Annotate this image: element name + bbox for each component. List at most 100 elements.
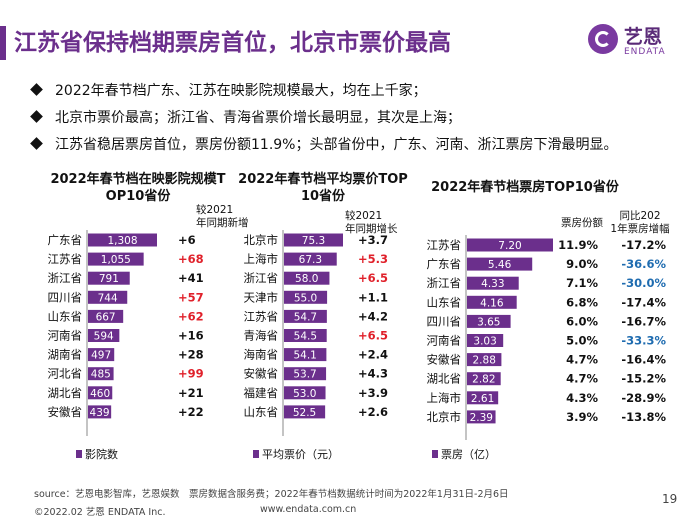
change-value: +41 <box>178 271 204 285</box>
category-label: 上海市 <box>427 391 462 405</box>
legend-swatch <box>432 450 438 458</box>
category-label: 广东省 <box>427 257 462 271</box>
category-label: 河南省 <box>427 334 462 348</box>
category-label: 河北省 <box>48 367 83 381</box>
change-value: +1.1 <box>358 290 388 304</box>
yoy-change-value: -16.4% <box>621 353 666 367</box>
change-value: +4.3 <box>358 367 388 381</box>
bar-value-label: 3.65 <box>477 316 500 328</box>
change-value: +2.6 <box>358 405 388 419</box>
bar-value-label: 7.20 <box>498 240 521 252</box>
yoy-change-value: -30.0% <box>621 276 666 290</box>
bar <box>284 290 328 304</box>
bar <box>467 257 533 271</box>
bar-value-label: 1,308 <box>107 235 137 247</box>
bar-value-label: 54.5 <box>294 331 317 343</box>
bar <box>467 353 502 367</box>
bar <box>284 386 326 400</box>
bar <box>467 372 501 386</box>
finding-item: 江苏省稳居票房首位，票房份额11.9%；头部省份中，广东、河南、浙江票房下滑最明… <box>28 130 688 157</box>
category-label: 江苏省 <box>244 309 279 323</box>
category-label: 山东省 <box>244 405 279 419</box>
share-value: 4.3% <box>566 391 598 405</box>
category-label: 广东省 <box>48 233 83 247</box>
category-label: 福建省 <box>244 386 279 400</box>
bar-value-label: 460 <box>90 388 110 400</box>
bar <box>284 271 330 285</box>
chart-title: 2022年春节档票房TOP10省份 <box>431 179 620 195</box>
bar-value-label: 53.7 <box>293 369 316 381</box>
bar-value-label: 75.3 <box>302 235 325 247</box>
category-label: 湖北省 <box>48 386 83 400</box>
change-value: +99 <box>178 367 204 381</box>
finding-text: 2022年春节档广东、江苏在映影院规模最大，均在上千家； <box>55 82 427 99</box>
bar <box>88 367 114 381</box>
category-label: 北京市 <box>244 233 279 247</box>
bar <box>467 238 553 252</box>
chart-title: 10省份 <box>301 188 346 204</box>
column-header: 年同期增长 <box>345 222 398 235</box>
bar <box>467 314 511 328</box>
legend-label: 平均票价（元） <box>262 448 339 461</box>
page-number: 19 <box>662 492 678 506</box>
bar-value-label: 594 <box>94 331 114 343</box>
endata-logo-icon <box>588 24 618 54</box>
category-label: 北京市 <box>427 410 462 424</box>
yoy-change-value: -28.9% <box>621 391 666 405</box>
bar <box>88 271 130 285</box>
bar-value-label: 497 <box>91 350 111 362</box>
change-value: +4.2 <box>358 309 388 323</box>
yoy-change-value: -13.8% <box>621 410 666 424</box>
bar <box>467 295 517 309</box>
copyright-text: ©2022.02 艺恩 ENDATA Inc. <box>34 507 166 518</box>
bar <box>88 386 113 400</box>
change-value: +16 <box>178 329 204 343</box>
bar-value-label: 2.88 <box>473 355 496 367</box>
source-note: source：艺恩电影智库，艺恩娱数 票房数据含服务费；2022年春节档数据统计… <box>34 489 509 500</box>
bar-value-label: 5.46 <box>488 259 512 271</box>
category-label: 山东省 <box>427 295 462 309</box>
bar <box>284 367 327 381</box>
bar-value-label: 485 <box>91 369 111 381</box>
bar-value-label: 55.0 <box>294 292 317 304</box>
bar-value-label: 4.33 <box>481 278 504 290</box>
category-label: 湖南省 <box>48 348 83 362</box>
category-label: 浙江省 <box>48 271 83 285</box>
legend-swatch <box>253 450 259 458</box>
bar <box>284 405 326 419</box>
bar <box>284 233 343 247</box>
change-value: +68 <box>178 252 204 266</box>
endata-logo: 艺恩 ENDATA <box>588 22 688 62</box>
bar-value-label: 791 <box>99 273 119 285</box>
change-value: +57 <box>178 290 204 304</box>
finding-item: 北京市票价最高；浙江省、青海省票价增长最明显，其次是上海； <box>28 103 688 130</box>
bar-value-label: 54.7 <box>294 311 317 323</box>
bar-value-label: 3.03 <box>473 336 496 348</box>
column-header: 较2021 <box>196 203 233 216</box>
share-value: 4.7% <box>566 353 598 367</box>
share-value: 6.0% <box>566 314 598 328</box>
bar <box>88 329 120 342</box>
bar <box>88 290 128 304</box>
column-header: 较2021 <box>345 209 382 222</box>
column-header: 1年票房增幅 <box>610 222 669 235</box>
bar <box>467 334 504 347</box>
bar <box>88 348 115 362</box>
category-label: 江苏省 <box>427 238 462 252</box>
yoy-change-value: -36.6% <box>621 257 666 271</box>
column-header: 同比202 <box>619 209 660 222</box>
bar-value-label: 53.0 <box>293 388 316 400</box>
bar <box>284 348 327 362</box>
column-header: 年同期新增 <box>196 216 249 229</box>
bar <box>284 329 327 342</box>
change-value: +3.7 <box>358 233 388 247</box>
category-label: 江苏省 <box>48 252 83 266</box>
legend-label: 票房（亿） <box>441 448 496 461</box>
website-link[interactable]: www.endata.com.cn <box>260 504 357 515</box>
change-value: +6.5 <box>358 271 388 285</box>
change-value: +6 <box>178 233 196 247</box>
yoy-change-value: -17.4% <box>621 295 666 309</box>
category-label: 四川省 <box>48 290 83 304</box>
bar <box>467 391 499 405</box>
